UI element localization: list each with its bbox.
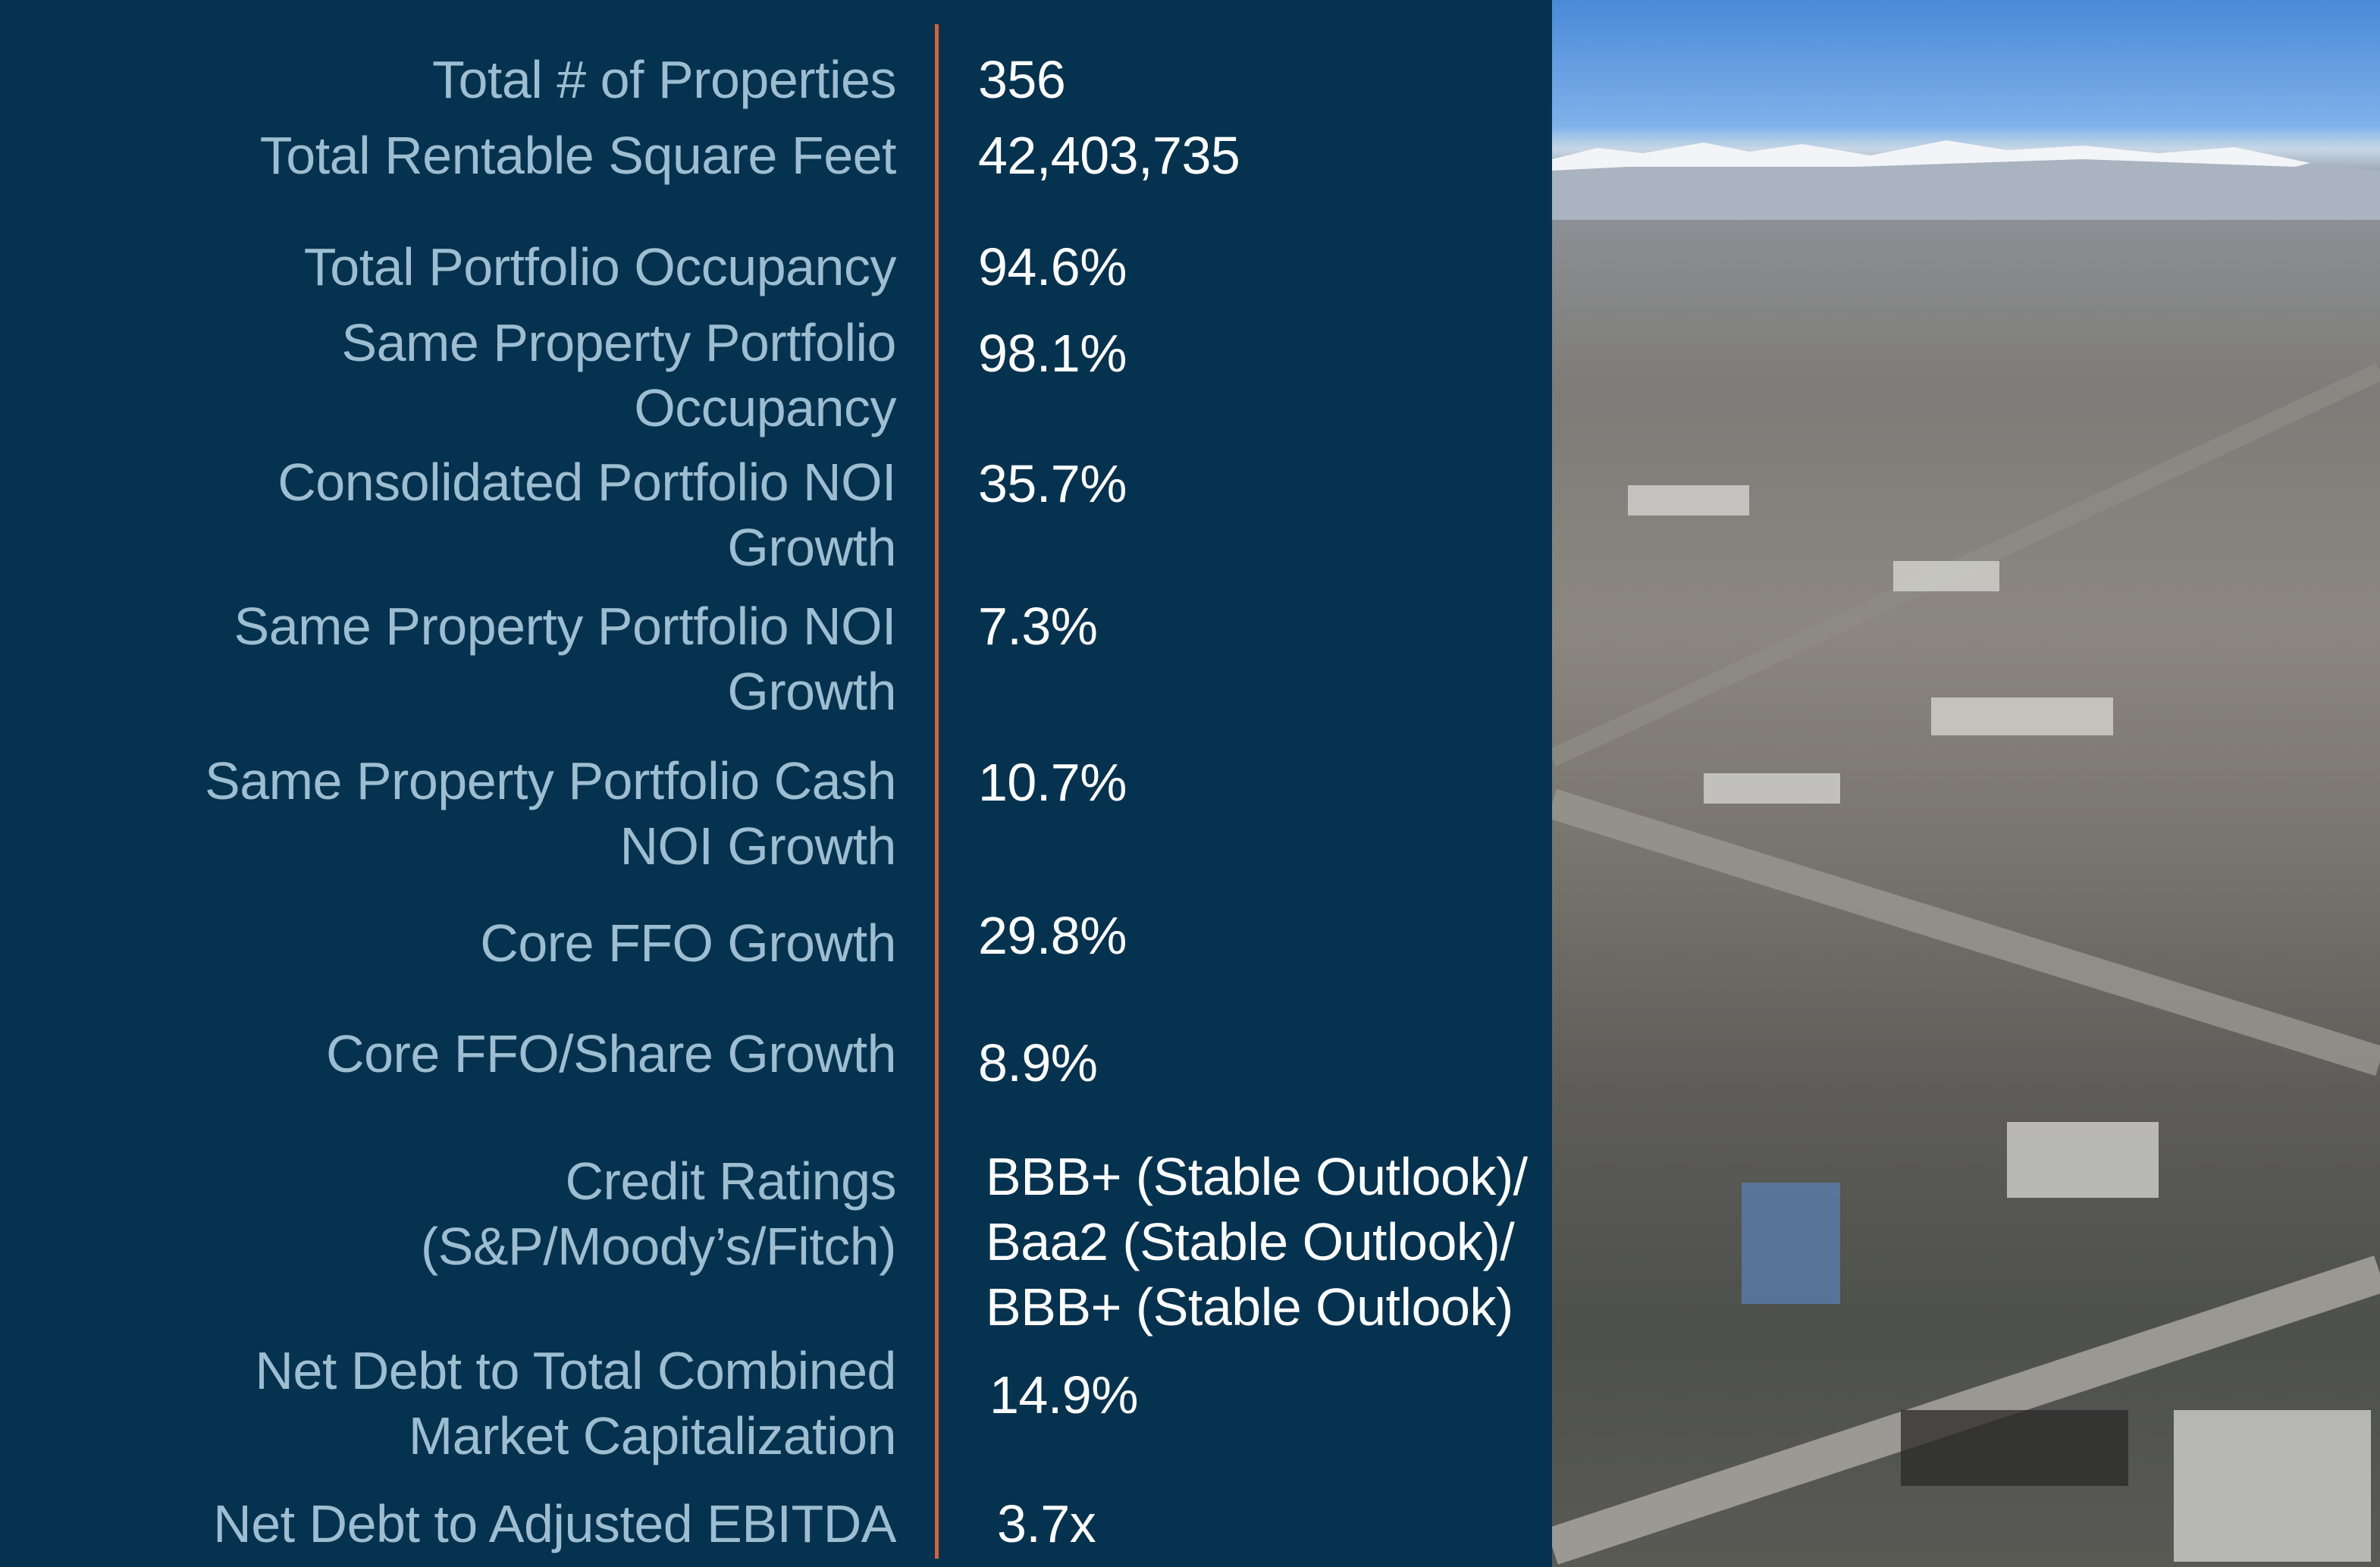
metric-value: 8.9% <box>978 1033 1098 1092</box>
warehouse <box>1628 485 1749 516</box>
aerial-city-photo <box>1552 0 2380 1567</box>
freeway <box>1552 788 2380 1077</box>
metric-value: BBB+ (Stable Outlook)/ Baa2 (Stable Outl… <box>986 1147 1528 1337</box>
mountain-range <box>1552 140 2380 220</box>
metric-label: Same Property Portfolio Cash NOI Growth <box>205 751 896 876</box>
metric-value: 14.9% <box>989 1365 1138 1424</box>
metric-value: 29.8% <box>978 906 1127 965</box>
metric-label: Consolidated Portfolio NOI Growth <box>278 453 896 577</box>
metric-value: 94.6% <box>978 237 1127 296</box>
warehouse <box>1901 1410 2128 1486</box>
warehouse <box>2007 1122 2159 1198</box>
city-scene <box>1552 363 2380 1565</box>
metric-label: Core FFO Growth <box>480 914 896 973</box>
metric-label: Same Property Portfolio NOI Growth <box>234 597 897 721</box>
warehouse <box>1704 773 1840 804</box>
metric-label: Total Portfolio Occupancy <box>303 237 897 296</box>
warehouse <box>1931 697 2113 735</box>
metric-label: Core FFO/Share Growth <box>326 1024 896 1083</box>
metric-label: Net Debt to Total Combined Market Capita… <box>255 1341 896 1465</box>
metric-value: 3.7x <box>997 1494 1096 1553</box>
office-tower <box>1742 1183 1840 1304</box>
metric-value: 10.7% <box>978 753 1127 812</box>
metric-value: 356 <box>978 50 1066 109</box>
metric-label: Credit Ratings (S&P/Moody’s/Fitch) <box>420 1152 897 1276</box>
metric-label: Total # of Properties <box>431 50 897 109</box>
metric-value: 42,403,735 <box>978 126 1240 185</box>
metrics-panel: Total # of Properties 356 Total Rentable… <box>205 24 1529 1559</box>
metric-label: Same Property Portfolio Occupancy <box>341 313 896 437</box>
metric-value: 35.7% <box>978 454 1127 513</box>
warehouse <box>1893 561 1999 591</box>
metric-label: Total Rentable Square Feet <box>259 126 897 185</box>
warehouse <box>2174 1410 2371 1562</box>
divider-line <box>935 24 939 1559</box>
metric-value: 7.3% <box>978 597 1098 656</box>
metric-value: 98.1% <box>978 324 1127 383</box>
metric-label: Net Debt to Adjusted EBITDA <box>213 1494 896 1553</box>
